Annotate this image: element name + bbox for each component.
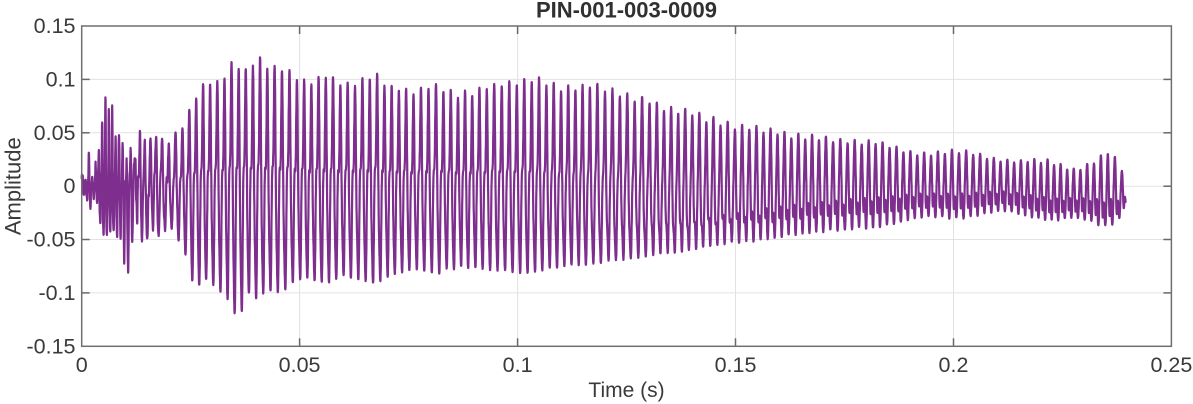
svg-text:0.1: 0.1: [46, 68, 76, 92]
svg-text:0.05: 0.05: [34, 121, 76, 145]
svg-text:PIN-001-003-0009: PIN-001-003-0009: [536, 0, 717, 23]
svg-text:0.25: 0.25: [1150, 353, 1192, 377]
svg-text:Time (s): Time (s): [588, 379, 664, 402]
svg-text:-0.15: -0.15: [26, 334, 75, 358]
svg-text:0: 0: [76, 353, 88, 377]
svg-text:Amplitude: Amplitude: [1, 137, 26, 235]
svg-text:0.15: 0.15: [715, 353, 757, 377]
svg-text:0.1: 0.1: [503, 353, 533, 377]
svg-text:0: 0: [64, 174, 76, 198]
svg-text:0.2: 0.2: [939, 353, 969, 377]
svg-text:0.15: 0.15: [34, 14, 76, 38]
svg-text:0.05: 0.05: [279, 353, 321, 377]
svg-text:-0.05: -0.05: [26, 228, 75, 252]
svg-text:-0.1: -0.1: [38, 281, 75, 305]
